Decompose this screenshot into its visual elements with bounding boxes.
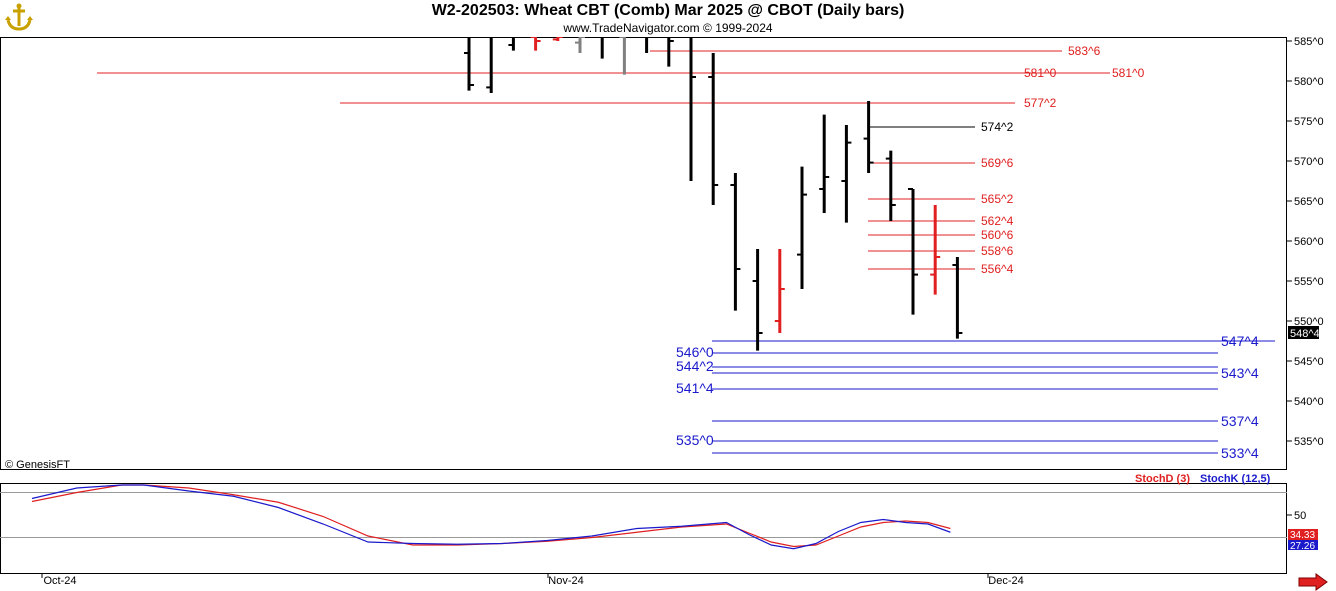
anchor-icon (2, 2, 36, 34)
price-bar (752, 249, 763, 351)
resistance-label: 560^6 (981, 228, 1014, 242)
price-bar (689, 37, 696, 181)
support-label: 543^4 (1221, 365, 1259, 381)
stochd-value: 34.33 (1290, 530, 1315, 541)
y-tick-label: 545^0 (1294, 356, 1324, 368)
support-label: 537^4 (1221, 413, 1259, 429)
y-tick-label: 535^0 (1294, 436, 1324, 448)
y-tick-label: 580^0 (1294, 76, 1324, 88)
support-label: 541^4 (676, 380, 714, 396)
y-tick-label: 550^0 (1294, 316, 1324, 328)
price-bar (774, 249, 785, 333)
scroll-right-arrow-icon[interactable] (1298, 573, 1328, 591)
y-tick-label: 540^0 (1294, 396, 1324, 408)
price-bar (730, 173, 741, 311)
support-label: 546^0 (676, 344, 714, 360)
resistance-label: 558^6 (981, 244, 1014, 258)
price-bar (819, 114, 830, 213)
price-bar (667, 37, 674, 67)
stochd-line (31, 484, 951, 548)
price-bar (619, 37, 626, 75)
price-bar (530, 37, 541, 51)
resistance-label: 565^2 (981, 192, 1014, 206)
level-lines (97, 50, 1275, 454)
current-price-label: 548^4 (1290, 328, 1320, 340)
legend-stochd: StochD (3) (1135, 473, 1190, 485)
x-tick-label: Oct-24 (43, 575, 76, 587)
resistance-label: 581^0 (1024, 66, 1057, 80)
x-tick-label: Nov-24 (548, 575, 583, 587)
price-bar (708, 53, 719, 205)
y-axis: 585^0 580^0 575^0 570^0 565^0 560^0 555^0 550^0… (1287, 36, 1324, 448)
price-bar (797, 166, 807, 289)
stochk-value-box (1288, 540, 1318, 550)
stoch-tick-label: 50 (1294, 510, 1306, 522)
y-tick-label: 555^0 (1294, 276, 1324, 288)
price-bar (597, 37, 604, 59)
price-bars (464, 37, 963, 351)
price-bar (552, 37, 563, 41)
title-bar: W2-202503: Wheat CBT (Comb) Mar 2025 @ C… (0, 0, 1336, 37)
y-tick-label: 585^0 (1294, 36, 1324, 48)
chart-title: W2-202503: Wheat CBT (Comb) Mar 2025 @ C… (431, 2, 905, 19)
chart-subtitle: www.TradeNavigator.com © 1999-2024 (563, 21, 773, 35)
price-bar (508, 37, 519, 51)
level-labels: 583^6 581^0 581^0 577^2 569^6 565^2 562^4560^6… (676, 44, 1259, 461)
x-axis: Oct-24 Nov-24 Dec-24 (41, 573, 1024, 587)
price-bar (575, 37, 585, 53)
y-tick-label: 575^0 (1294, 116, 1324, 128)
price-bar (464, 37, 474, 91)
price-bar (885, 150, 896, 221)
price-bar (930, 205, 941, 295)
price-panel[interactable] (0, 37, 1287, 470)
stochd-value-box (1288, 529, 1318, 540)
resistance-label: 569^6 (981, 156, 1014, 170)
price-bar (486, 37, 493, 93)
support-label: 544^2 (676, 358, 714, 374)
y-tick-label: 560^0 (1294, 236, 1324, 248)
resistance-label: 562^4 (981, 214, 1014, 228)
current-price-box (1288, 326, 1319, 339)
price-bar (863, 101, 874, 173)
price-bar (841, 125, 852, 223)
x-tick-label: Dec-24 (988, 575, 1023, 587)
price-bar (645, 37, 649, 53)
copyright-label: © GenesisFT (5, 459, 70, 471)
price-bar (908, 188, 918, 315)
pivot-label: 574^2 (981, 120, 1014, 134)
support-label: 533^4 (1221, 445, 1259, 461)
y-tick-label: 570^0 (1294, 156, 1324, 168)
stochastic-panel (0, 484, 1287, 550)
price-bar (952, 257, 963, 339)
stochk-line (31, 484, 951, 550)
y-tick-label: 565^0 (1294, 196, 1324, 208)
resistance-label: 577^2 (1024, 96, 1057, 110)
legend-stochk: StochK (12,5) (1200, 473, 1271, 485)
support-label: 547^4 (1221, 333, 1259, 349)
resistance-label: 556^4 (981, 262, 1014, 276)
support-label: 535^0 (676, 432, 714, 448)
resistance-label: 581^0 (1112, 66, 1145, 80)
stochk-value: 27.26 (1290, 541, 1315, 552)
resistance-label: 583^6 (1068, 44, 1101, 58)
